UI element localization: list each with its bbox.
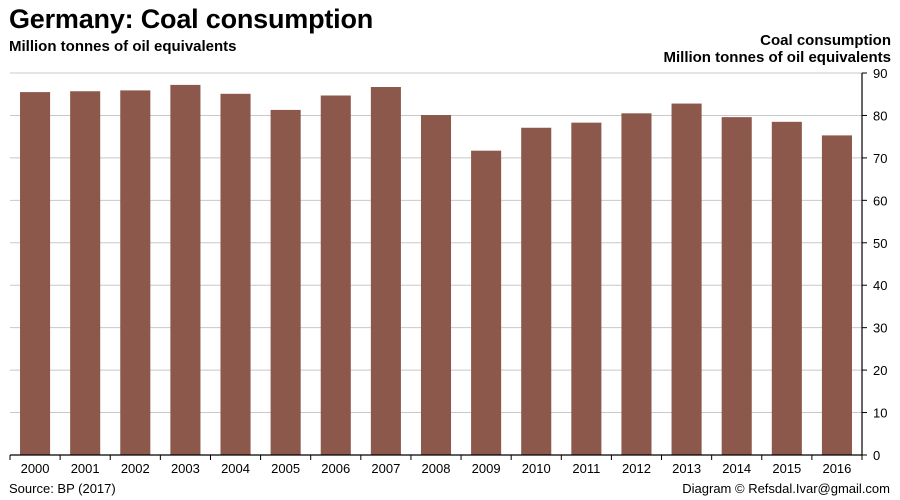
bar-2011 bbox=[571, 122, 602, 455]
x-tick-label: 2004 bbox=[221, 461, 250, 476]
bar-2015 bbox=[771, 121, 802, 456]
y-tick-label: 70 bbox=[873, 151, 887, 166]
x-tick-label: 2009 bbox=[472, 461, 501, 476]
x-tick-label: 2008 bbox=[422, 461, 451, 476]
y-tick-label: 20 bbox=[873, 363, 887, 378]
x-tick-label: 2012 bbox=[622, 461, 651, 476]
x-tick-label: 2016 bbox=[822, 461, 851, 476]
source-note: Source: BP (2017) bbox=[9, 481, 116, 496]
bar-2016 bbox=[821, 135, 852, 456]
y-tick-label: 0 bbox=[873, 448, 880, 463]
x-tick-label: 2015 bbox=[772, 461, 801, 476]
axes bbox=[9, 72, 867, 460]
bar-2008 bbox=[420, 115, 452, 456]
bar-2005 bbox=[270, 109, 301, 455]
x-tick-label: 2014 bbox=[722, 461, 751, 476]
x-tick-label: 2011 bbox=[572, 461, 600, 476]
y-axis-title-line1: Coal consumption bbox=[760, 32, 891, 49]
bars bbox=[20, 84, 852, 456]
bar-2000 bbox=[20, 92, 51, 455]
y-tick-label: 60 bbox=[873, 193, 887, 208]
y-tick-label: 30 bbox=[873, 321, 887, 336]
y-axis-title: Coal consumption Million tonnes of oil e… bbox=[663, 32, 891, 66]
tick-labels: 0 10 20 30 40 50 60 70 80 90 2000 2001 2002 2003 2004 2… bbox=[21, 66, 888, 476]
credit-note: Diagram © Refsdal.Ivar@gmail.com bbox=[682, 481, 890, 496]
bar-2013 bbox=[671, 103, 702, 455]
bar-2010 bbox=[521, 127, 552, 456]
y-axis-title-line2: Million tonnes of oil equivalents bbox=[663, 49, 891, 66]
bar-2009 bbox=[471, 150, 502, 455]
y-tick-label: 10 bbox=[873, 406, 887, 421]
x-tick-label: 2010 bbox=[522, 461, 551, 476]
x-tick-label: 2013 bbox=[672, 461, 701, 476]
bar-2002 bbox=[120, 90, 151, 455]
chart-title: Germany: Coal consumption bbox=[9, 4, 374, 34]
x-tick-label: 2007 bbox=[371, 461, 400, 476]
chart-subtitle: Million tonnes of oil equivalents bbox=[9, 38, 237, 55]
x-tick-label: 2005 bbox=[271, 461, 300, 476]
x-tick-label: 2001 bbox=[71, 461, 100, 476]
bar-2001 bbox=[70, 91, 101, 456]
x-tick-label: 2002 bbox=[121, 461, 150, 476]
bar-2004 bbox=[220, 93, 251, 455]
bar-2014 bbox=[721, 117, 752, 456]
y-tick-label: 50 bbox=[873, 236, 887, 251]
x-tick-label: 2000 bbox=[21, 461, 50, 476]
bar-2006 bbox=[320, 95, 351, 456]
bar-2003 bbox=[170, 84, 201, 455]
y-tick-label: 40 bbox=[873, 278, 887, 293]
x-tick-label: 2003 bbox=[171, 461, 200, 476]
y-tick-label: 80 bbox=[873, 108, 887, 123]
bar-2012 bbox=[621, 113, 652, 456]
y-tick-label: 90 bbox=[873, 66, 887, 81]
bar-2007 bbox=[370, 87, 401, 456]
x-tick-label: 2006 bbox=[321, 461, 350, 476]
